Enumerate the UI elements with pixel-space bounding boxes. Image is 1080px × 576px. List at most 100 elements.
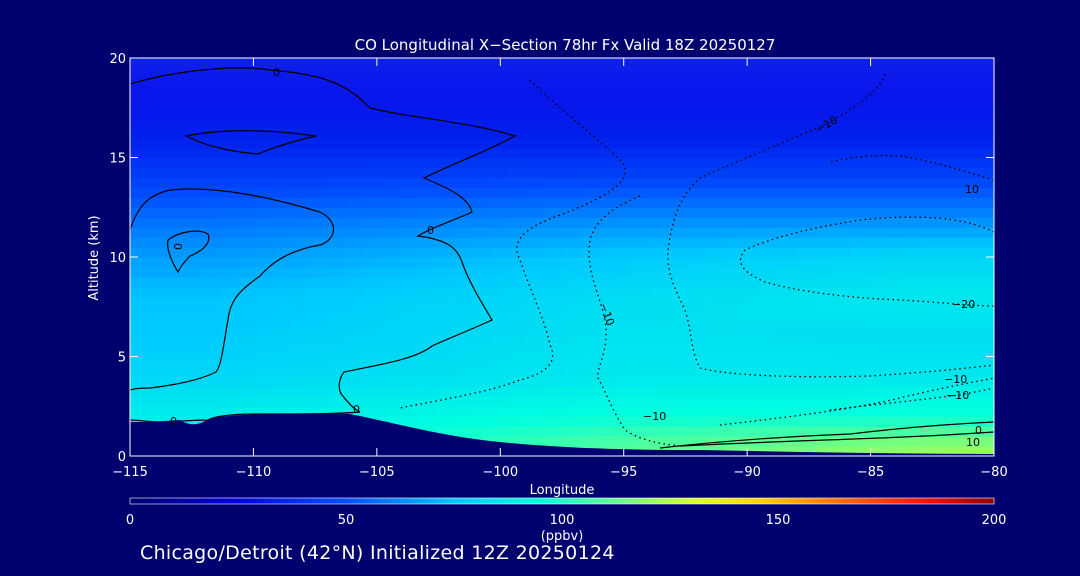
co-cell (202, 276, 221, 288)
co-cell (976, 326, 994, 338)
co-cell (742, 346, 761, 358)
co-cell (796, 446, 815, 456)
co-cell (580, 326, 599, 338)
co-cell (904, 147, 923, 159)
co-cell (544, 416, 563, 427)
contour-label: 0 (172, 243, 185, 250)
co-cell (670, 316, 689, 328)
co-cell (724, 187, 743, 198)
co-cell (238, 197, 257, 208)
co-cell (130, 167, 149, 178)
colorbar (129, 497, 995, 505)
co-cell (256, 177, 275, 188)
co-cell (598, 286, 617, 298)
co-cell (616, 366, 635, 377)
co-cell (742, 416, 761, 427)
co-cell (148, 177, 167, 188)
co-cell (346, 257, 365, 268)
co-cell (526, 306, 545, 318)
co-cell (490, 286, 509, 298)
co-cell (202, 187, 221, 198)
co-cell (850, 237, 869, 248)
co-cell (238, 207, 257, 218)
co-cell (850, 306, 869, 318)
co-cell (184, 177, 203, 188)
co-cell (238, 187, 257, 198)
co-cell (868, 296, 887, 308)
co-cell (832, 306, 851, 318)
co-cell (508, 426, 527, 437)
co-cell (202, 396, 221, 407)
co-cell (940, 247, 959, 258)
co-cell (976, 167, 994, 178)
co-cell (148, 296, 167, 308)
co-cell (436, 257, 455, 268)
dotted-contour-minus10-west (399, 79, 626, 409)
co-cell (598, 376, 617, 387)
co-cell (472, 386, 491, 397)
y-axis: 0 5 10 15 20 (109, 52, 994, 465)
co-cell (292, 157, 311, 169)
co-cell (490, 366, 509, 377)
x-axis: −115 −110 −105 −100 −95 −90 −85 −80 (112, 58, 1008, 480)
co-cell (940, 396, 959, 407)
co-cell (598, 366, 617, 377)
co-cell (418, 396, 437, 407)
co-cell (634, 247, 653, 258)
co-cell (724, 266, 743, 278)
co-cell (310, 266, 329, 278)
co-cell (346, 266, 365, 278)
co-cell (652, 306, 671, 318)
co-cell (868, 336, 887, 348)
co-cell (526, 276, 545, 288)
co-cell (184, 237, 203, 248)
co-cell (184, 157, 203, 169)
co-cell (400, 276, 419, 288)
co-cell (130, 237, 149, 248)
co-cell (562, 306, 581, 318)
co-cell (526, 366, 545, 377)
co-cell (886, 356, 905, 368)
co-cell (706, 396, 725, 407)
co-cell (634, 416, 653, 427)
contour-label: 0 (170, 415, 177, 428)
co-cell (310, 296, 329, 308)
co-cell (814, 406, 833, 417)
co-cell (850, 356, 869, 368)
co-cell (148, 316, 167, 328)
co-cell (346, 167, 365, 178)
co-cell (580, 266, 599, 278)
co-cell (814, 177, 833, 188)
co-cell (832, 356, 851, 368)
co-cell (166, 286, 185, 298)
co-cell (562, 177, 581, 188)
co-cell (652, 187, 671, 198)
co-cell (778, 257, 797, 268)
co-cell (544, 406, 563, 417)
co-cell (490, 296, 509, 308)
co-cell (346, 286, 365, 298)
co-cell (472, 336, 491, 348)
co-cell (256, 376, 275, 387)
co-cell (760, 366, 779, 377)
co-cell (886, 227, 905, 238)
co-cell (184, 386, 203, 397)
co-cell (418, 336, 437, 348)
co-cell (436, 207, 455, 218)
co-cell (958, 177, 977, 188)
co-cell (220, 237, 239, 248)
co-cell (904, 376, 923, 387)
co-cell (184, 286, 203, 298)
co-cell (832, 266, 851, 278)
co-cell (508, 167, 527, 178)
contour-label: 0 (427, 224, 434, 237)
co-cell (904, 426, 923, 437)
co-cell (778, 217, 797, 228)
co-cell (382, 237, 401, 248)
co-cell (724, 227, 743, 238)
co-cell (400, 296, 419, 308)
co-cell (832, 167, 851, 178)
co-cell (616, 406, 635, 417)
co-cell (958, 296, 977, 308)
co-cell (652, 167, 671, 178)
